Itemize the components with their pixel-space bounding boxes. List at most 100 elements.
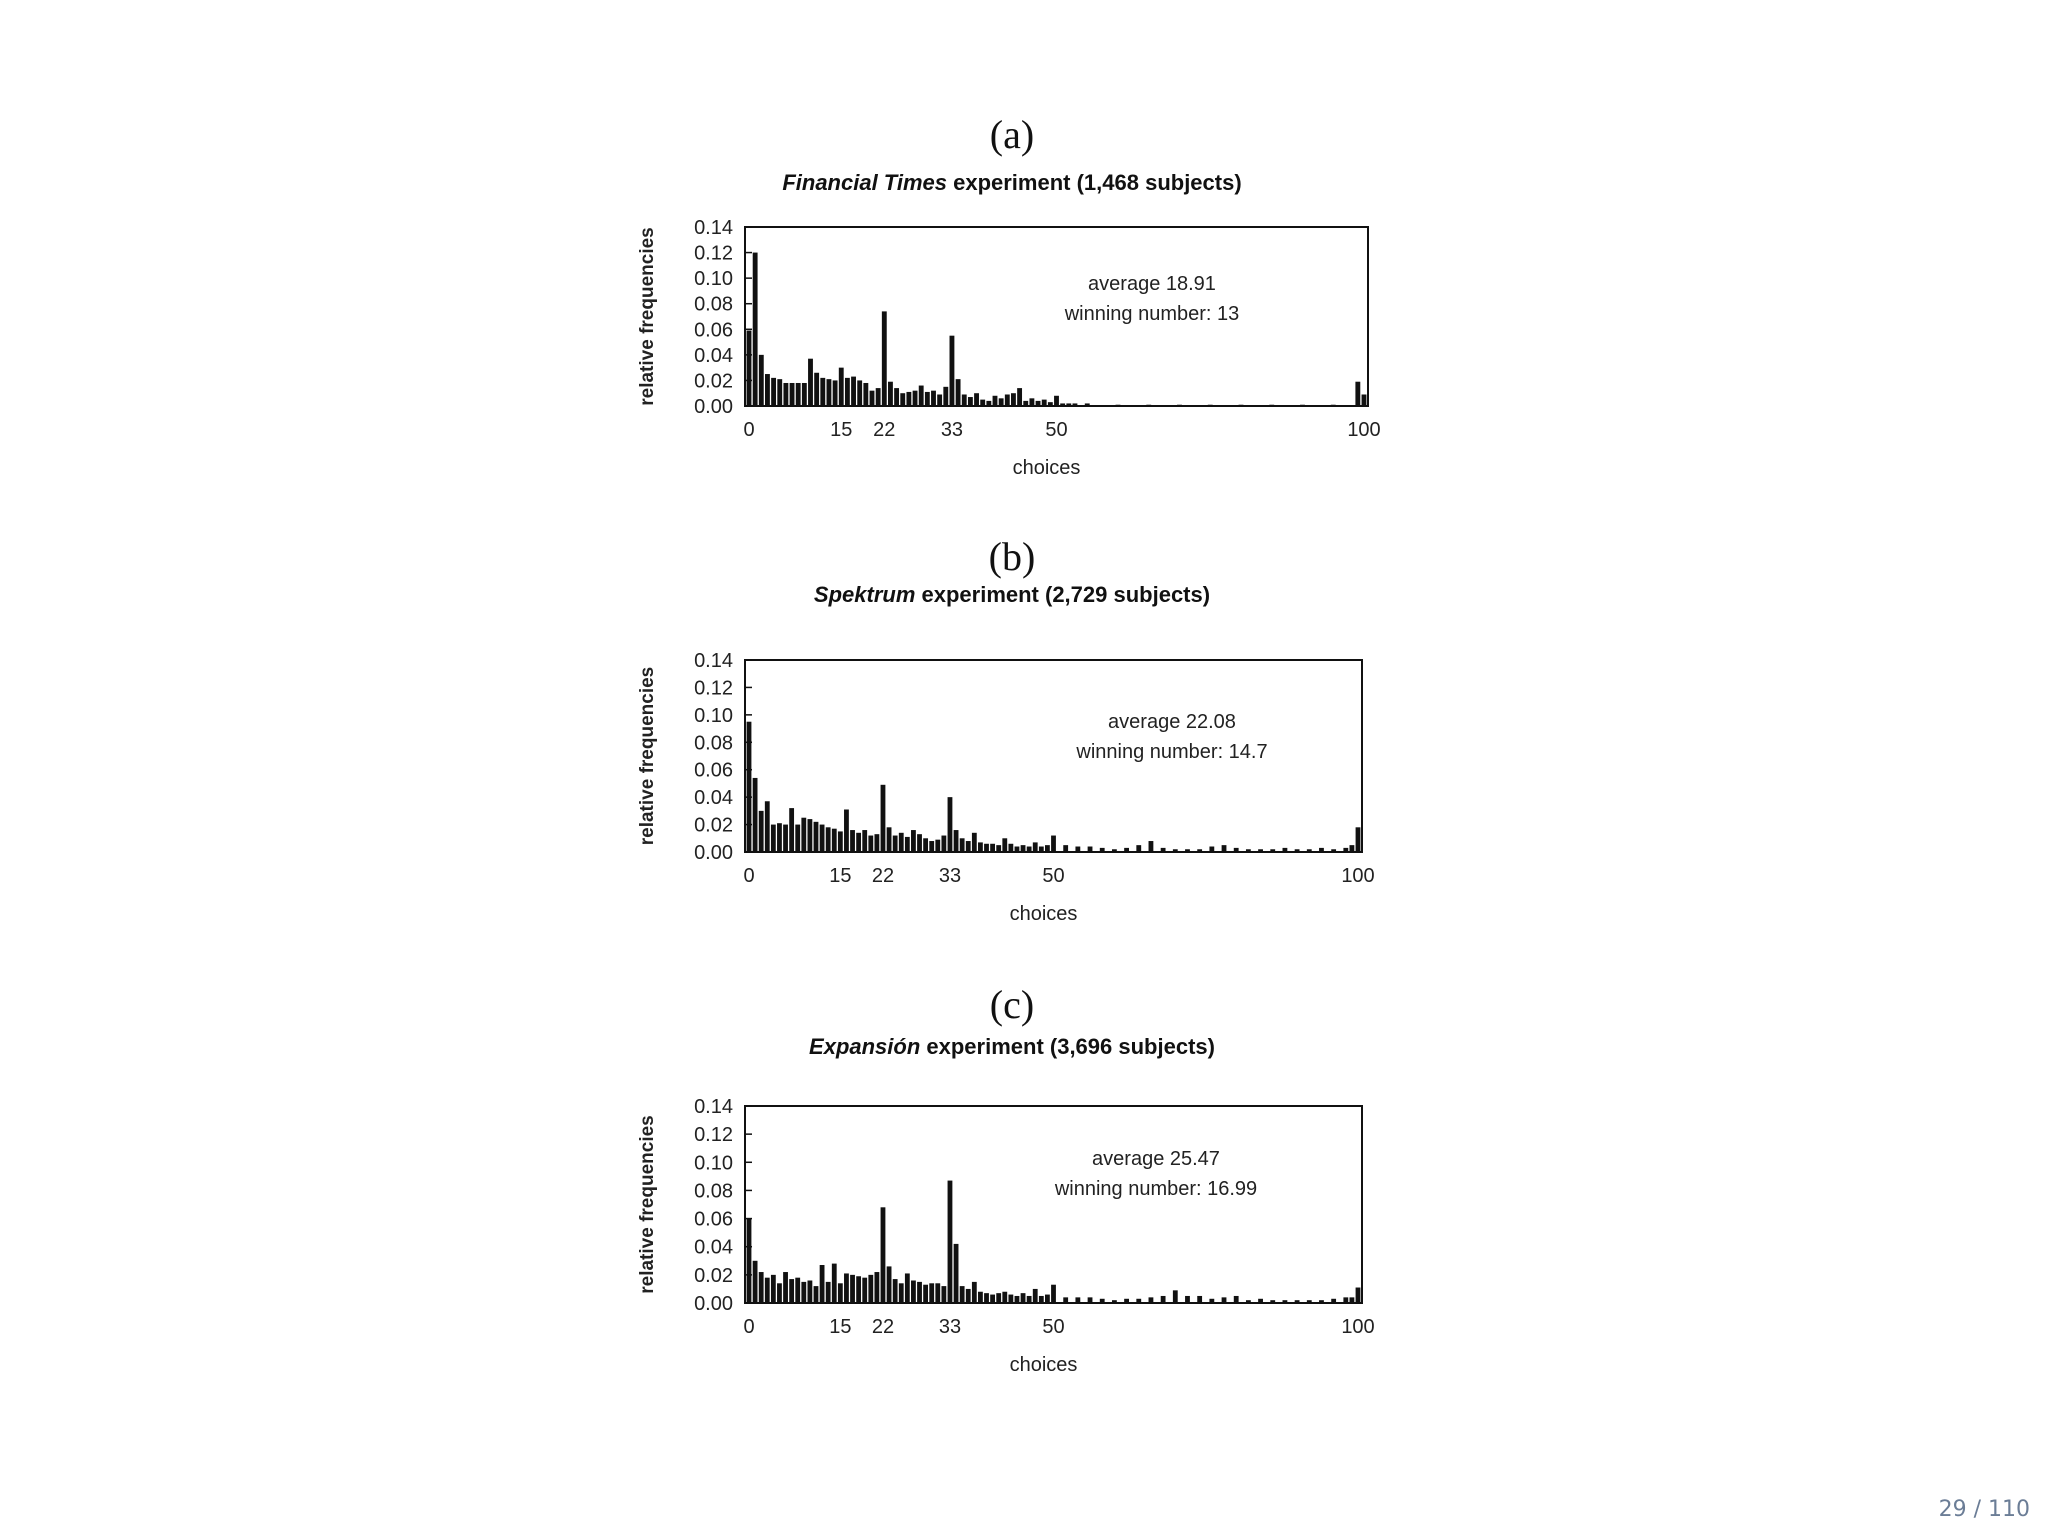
bar [837,831,843,852]
bar [886,1266,892,1303]
bar [1160,1295,1166,1303]
bar [765,374,770,406]
bar [1306,849,1312,852]
y-tick-label: 0.12 [694,243,733,265]
bar [1060,403,1066,406]
bar [1185,849,1190,852]
y-tick-label: 0.10 [694,268,733,290]
y-tick-label: 0.04 [694,787,733,809]
bar [986,400,992,406]
bar [795,824,801,852]
bar [1355,381,1361,406]
bars [746,252,1367,406]
bar [1361,394,1367,406]
bar [1017,388,1023,406]
bar [1002,838,1008,852]
bar [783,824,788,852]
bar [1014,846,1020,852]
bar [808,358,813,406]
bar [998,398,1004,406]
annotation-average: average 18.91 [1088,273,1216,295]
x-tick-label: 15 [829,1316,851,1338]
bar [807,819,813,852]
y-tick-label: 0.14 [694,217,733,239]
panel-label: (c) [990,982,1034,1027]
bar [935,839,941,852]
chart-panel-1: (a) Financial Times experiment (1,468 sub… [637,112,1381,479]
y-tick-label: 0.00 [694,842,733,864]
y-tick-label: 0.02 [694,370,733,392]
bar [898,1283,904,1303]
bar [1270,849,1276,852]
bar [1172,849,1178,852]
bar [904,836,910,852]
bar [1306,1300,1312,1303]
bar [1045,845,1050,852]
bar [1011,393,1016,406]
bar [978,842,983,852]
bar [863,382,869,406]
bar [1124,1298,1129,1303]
bar [1002,1291,1008,1303]
bar [789,808,795,852]
bar [1014,1295,1020,1303]
y-tick-label: 0.04 [694,1237,733,1259]
bar [1087,846,1093,852]
bar [807,1280,813,1303]
bar [894,388,900,406]
bar [825,1281,831,1303]
bar [959,1286,965,1303]
bar [1209,1298,1215,1303]
panel-label: (b) [989,534,1036,579]
bar [1331,849,1337,852]
bar [1063,845,1069,852]
bar [965,1288,971,1303]
panel-label: (a) [990,112,1034,157]
bar [801,1281,807,1303]
bar [1051,835,1056,852]
bar [771,377,777,406]
bar [777,823,782,852]
bar [1245,1300,1251,1303]
bar [783,1272,788,1303]
bar [862,1277,868,1303]
x-tick-label: 100 [1341,1316,1374,1338]
bar [758,810,764,852]
x-tick-label: 100 [1347,419,1380,441]
bar [1343,1297,1349,1303]
bar [941,835,947,852]
bar [831,828,837,852]
bar [947,797,953,852]
bar [789,382,795,406]
bar [892,1279,898,1303]
y-tick-label: 0.06 [694,1209,733,1231]
bar [947,1180,953,1303]
bar [752,777,758,852]
bar [880,1207,886,1303]
bar [978,1291,983,1303]
bar [943,386,949,406]
x-tick-label: 15 [829,865,851,887]
y-tick-label: 0.08 [694,1180,733,1202]
bar [1294,1300,1300,1303]
bar [937,394,943,406]
bar [906,391,912,406]
bar [1349,1297,1355,1303]
bar [851,376,856,406]
bar [929,1283,935,1303]
bar [844,809,849,852]
bar [1185,1295,1190,1303]
bar [990,843,996,852]
bar [1054,395,1059,406]
bar [1111,1300,1117,1303]
bar [869,390,875,406]
bar [1209,846,1215,852]
chart-title-italic: Spektrum [814,582,915,607]
bar [1349,845,1355,852]
bar [949,335,955,406]
bar [1047,402,1053,406]
bar [819,1265,825,1303]
bar [1004,394,1010,406]
bar [758,1272,764,1303]
bar [752,252,758,406]
